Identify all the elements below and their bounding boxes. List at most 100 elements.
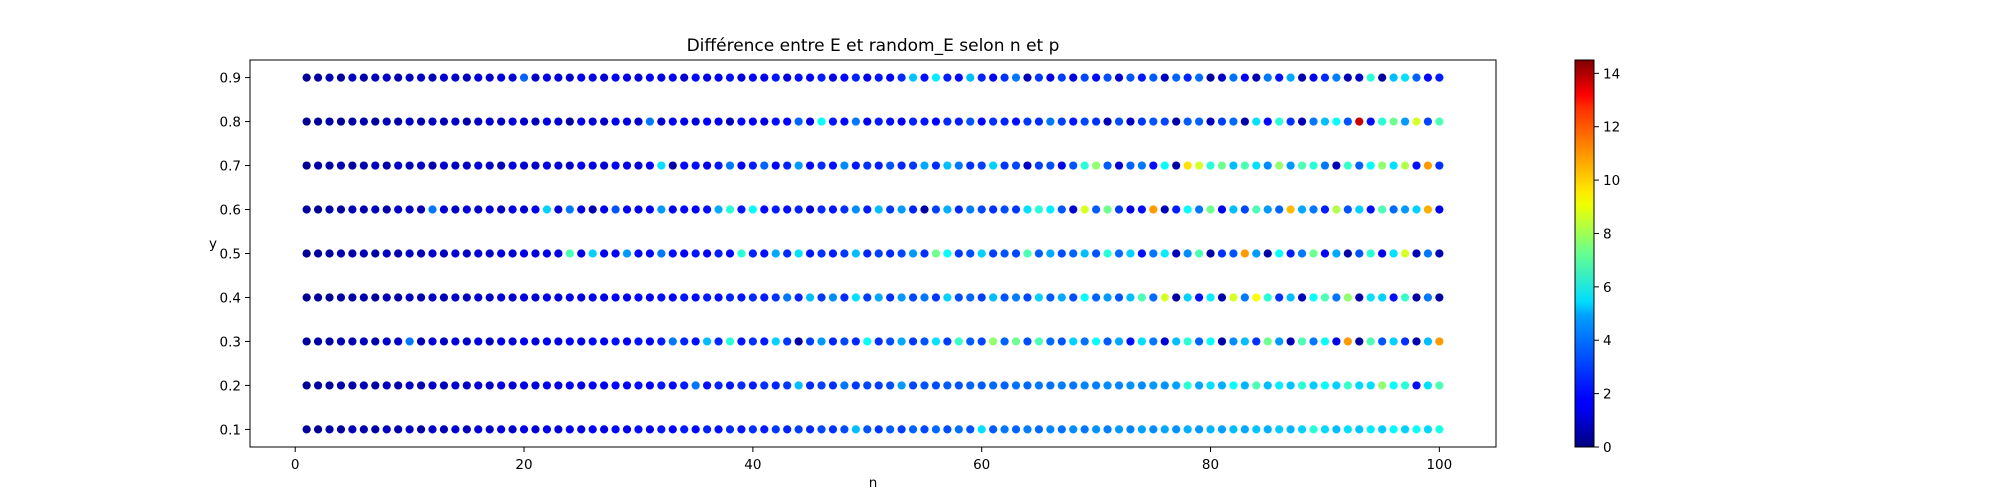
data-point xyxy=(554,117,563,126)
data-point xyxy=(851,293,860,302)
data-point xyxy=(371,293,380,302)
data-point xyxy=(302,161,311,170)
data-point xyxy=(760,293,769,302)
data-point xyxy=(600,293,609,302)
data-point xyxy=(1160,425,1169,434)
data-point xyxy=(1206,381,1215,390)
data-point xyxy=(325,425,334,434)
data-point xyxy=(828,117,838,126)
data-point xyxy=(1034,425,1043,434)
data-point xyxy=(725,117,735,126)
data-point xyxy=(1263,293,1272,302)
data-point xyxy=(371,425,380,434)
data-point xyxy=(542,381,552,390)
data-point xyxy=(1286,249,1295,258)
data-point xyxy=(1412,117,1421,126)
data-point xyxy=(359,337,368,346)
data-point xyxy=(554,73,563,82)
data-point xyxy=(1332,73,1341,82)
data-point xyxy=(1172,293,1181,302)
data-point xyxy=(908,205,918,214)
data-point xyxy=(1423,425,1433,434)
data-point xyxy=(748,249,757,258)
data-point xyxy=(554,337,563,346)
data-point xyxy=(325,293,334,302)
data-point xyxy=(783,381,792,390)
data-point xyxy=(1160,293,1169,302)
data-point xyxy=(989,381,998,390)
data-point xyxy=(1400,293,1410,302)
data-point xyxy=(1229,425,1238,434)
data-point xyxy=(805,161,815,170)
data-point xyxy=(1400,249,1410,258)
data-point xyxy=(1114,249,1124,258)
data-point xyxy=(394,337,403,346)
data-point xyxy=(1378,117,1387,126)
data-point xyxy=(611,425,620,434)
data-point xyxy=(439,293,449,302)
data-point xyxy=(966,249,975,258)
data-point xyxy=(394,117,403,126)
data-point xyxy=(691,73,700,82)
data-point xyxy=(1172,249,1181,258)
data-point xyxy=(897,205,906,214)
data-point xyxy=(989,293,998,302)
y-tick-label: 0.7 xyxy=(220,159,241,175)
data-point xyxy=(416,117,426,126)
data-point xyxy=(531,73,540,82)
data-point xyxy=(611,205,620,214)
data-point xyxy=(817,117,826,126)
data-point xyxy=(485,249,494,258)
data-point xyxy=(1423,249,1433,258)
data-point xyxy=(703,161,712,170)
data-point xyxy=(1183,337,1192,346)
data-point xyxy=(1355,293,1364,302)
data-point xyxy=(600,205,609,214)
data-point xyxy=(943,117,952,126)
data-point xyxy=(508,205,517,214)
data-point xyxy=(634,73,643,82)
data-point xyxy=(748,117,757,126)
data-point xyxy=(737,381,746,390)
data-point xyxy=(1229,161,1238,170)
data-point xyxy=(542,117,552,126)
data-point xyxy=(1423,293,1433,302)
data-point xyxy=(886,337,895,346)
data-point xyxy=(1160,73,1169,82)
data-point xyxy=(1343,205,1352,214)
data-point xyxy=(1286,73,1295,82)
data-point xyxy=(874,249,883,258)
data-point xyxy=(760,73,769,82)
data-point xyxy=(1389,381,1398,390)
data-point xyxy=(668,161,677,170)
data-point xyxy=(1217,73,1227,82)
data-point xyxy=(1080,293,1089,302)
data-point xyxy=(748,293,757,302)
data-point xyxy=(1034,249,1043,258)
data-point xyxy=(1343,425,1352,434)
data-point xyxy=(1412,293,1421,302)
data-point xyxy=(1137,381,1146,390)
data-point xyxy=(1046,249,1055,258)
data-point xyxy=(1034,337,1043,346)
data-point xyxy=(1137,117,1146,126)
data-point xyxy=(1126,293,1135,302)
data-point xyxy=(657,381,666,390)
data-point xyxy=(1137,425,1146,434)
data-point xyxy=(1297,381,1307,390)
data-point xyxy=(1114,293,1124,302)
data-point xyxy=(497,293,506,302)
data-point xyxy=(737,73,746,82)
data-point xyxy=(611,337,620,346)
data-point xyxy=(874,205,883,214)
data-point xyxy=(405,117,414,126)
data-point xyxy=(622,205,632,214)
data-point xyxy=(1206,293,1215,302)
colorbar-ticks: 0 2 4 6 8 10 12 14 xyxy=(1594,66,1620,456)
data-point xyxy=(840,337,849,346)
data-point xyxy=(1000,293,1009,302)
data-point xyxy=(600,381,609,390)
data-point xyxy=(908,117,918,126)
data-point xyxy=(302,249,311,258)
data-point xyxy=(1160,161,1169,170)
